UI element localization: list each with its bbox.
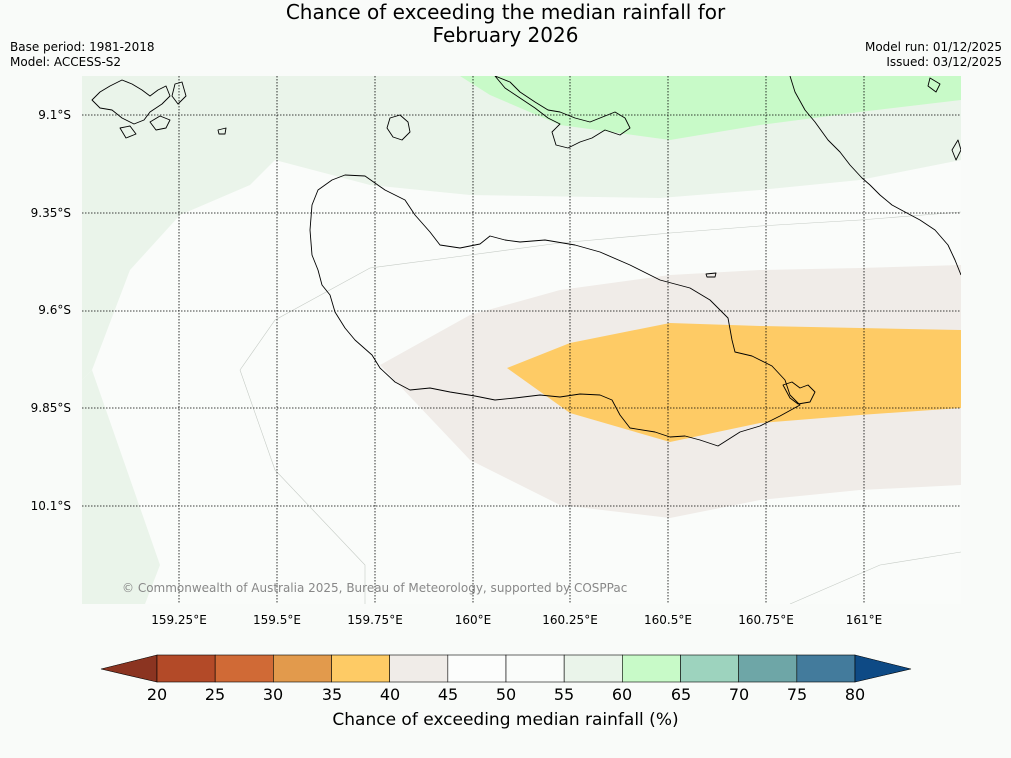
base-period: Base period: 1981-2018: [10, 40, 155, 54]
issued-date: Issued: 03/12/2025: [886, 55, 1002, 69]
colorbar-tick-80: 80: [844, 685, 866, 704]
lat-label-9-35: 9.35°S: [30, 206, 71, 220]
coast-northwest-2: [119, 125, 137, 139]
coast-northeast-2: [927, 77, 941, 93]
colorbar-cell: [156, 654, 216, 683]
graticule: [82, 76, 961, 604]
colorbar-cell: [214, 654, 274, 683]
coast-northwest-4: [171, 81, 187, 105]
lat-label-9-85: 9.85°S: [30, 401, 71, 415]
coast-northwest-3: [149, 115, 171, 131]
colorbar-cell: [389, 654, 449, 683]
coast-north-islands: [494, 76, 631, 149]
colorbar-cell: [796, 654, 856, 683]
lon-label-159-5: 159.5°E: [253, 613, 301, 627]
lon-label-159-25: 159.25°E: [151, 613, 207, 627]
colorbar-tick-30: 30: [262, 685, 284, 704]
colorbar-title: Chance of exceeding median rainfall (%): [332, 710, 679, 730]
island-main: [309, 174, 801, 447]
lon-label-160-5: 160.5°E: [644, 613, 692, 627]
lon-label-160-75: 160.75°E: [738, 613, 794, 627]
lat-label-10-1: 10.1°S: [30, 499, 71, 513]
colorbar-tick-50: 50: [495, 685, 517, 704]
colorbar-cell: [563, 654, 623, 683]
map-area: [82, 76, 961, 604]
zone-60-65: [460, 76, 961, 140]
colorbar-cells: [156, 654, 856, 683]
colorbar-cell: [680, 654, 739, 683]
colorbar-tick-25: 25: [204, 685, 226, 704]
islet-small-1: [705, 272, 717, 278]
colorbar-cell: [505, 654, 565, 683]
colorbar-tick-35: 35: [321, 685, 343, 704]
colorbar-cell: [738, 654, 798, 683]
colorbar-tick-60: 60: [611, 685, 633, 704]
coast-east-edge: [951, 139, 961, 161]
zone-55-60-bottom-left: [82, 370, 160, 604]
zone-55-60-top: [82, 76, 961, 380]
colorbar-cell: [331, 654, 390, 683]
zone-35-40: [507, 323, 961, 442]
colorbar-tick-40: 40: [379, 685, 401, 704]
model-run: Model run: 01/12/2025: [864, 40, 1002, 54]
colorbar-cell: [622, 654, 681, 683]
colorbar-over-arrow: [854, 654, 912, 683]
lon-label-159-75: 159.75°E: [347, 613, 403, 627]
lat-label-9-1: 9.1°S: [38, 108, 71, 122]
colorbar-tick-65: 65: [670, 685, 692, 704]
lon-label-161: 161°E: [845, 613, 883, 627]
colorbar-under-arrow: [100, 654, 158, 683]
colorbar-tick-75: 75: [786, 685, 808, 704]
colorbar-cell: [273, 654, 332, 683]
lat-label-9-6: 9.6°S: [38, 303, 71, 317]
lon-label-160: 160°E: [454, 613, 492, 627]
colorbar-tick-45: 45: [437, 685, 459, 704]
lon-label-160-25: 160.25°E: [542, 613, 598, 627]
title-line-2: February 2026: [432, 23, 579, 47]
copyright-notice: © Commonwealth of Australia 2025, Bureau…: [122, 581, 628, 595]
coast-northwest: [91, 79, 171, 125]
title-line-1: Chance of exceeding the median rainfall …: [285, 0, 726, 24]
coastlines: [91, 76, 961, 447]
model-name: Model: ACCESS-S2: [10, 55, 122, 69]
islet-nw-small: [217, 127, 227, 135]
colorbar-tick-55: 55: [553, 685, 575, 704]
islet-round: [386, 114, 411, 141]
island-east-islets: [782, 381, 816, 405]
colorbar-tick-70: 70: [728, 685, 750, 704]
colorbar-cell: [447, 654, 507, 683]
coast-northeast: [789, 76, 961, 276]
contour-lines: [239, 211, 961, 604]
colorbar-tick-20: 20: [146, 685, 168, 704]
